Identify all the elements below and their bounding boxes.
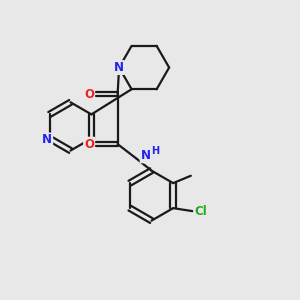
- Text: N: N: [42, 134, 52, 146]
- Text: H: H: [151, 146, 159, 156]
- Text: Cl: Cl: [195, 205, 208, 218]
- Text: N: N: [141, 149, 151, 162]
- Text: O: O: [84, 88, 94, 100]
- Text: O: O: [84, 138, 94, 151]
- Text: N: N: [114, 61, 124, 74]
